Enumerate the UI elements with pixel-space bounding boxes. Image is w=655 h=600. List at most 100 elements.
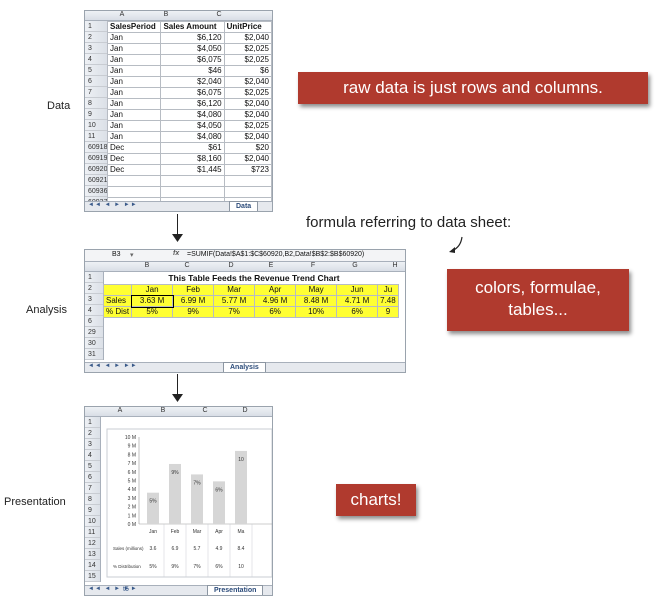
table-cell[interactable]: 7% [213,306,256,318]
table-cell[interactable]: 7.48 [377,295,399,307]
table-cell[interactable]: $4,050 [160,43,225,55]
table-cell[interactable]: $2,025 [223,43,272,55]
table-cell[interactable]: 5% [131,306,174,318]
table-cell[interactable]: Feb [172,284,215,296]
table-cell[interactable]: $8,160 [160,153,225,165]
table-cell[interactable]: Jan [106,98,162,110]
sheet-nav-arrows[interactable]: ◄◄ ◄ ► ►► [88,202,138,208]
sheet-nav-arrows[interactable]: ◄◄ ◄ ► ►► [88,363,138,369]
table-cell[interactable]: $46 [160,65,225,77]
table-cell[interactable]: 9% [172,306,215,318]
table-cell[interactable]: Jan [106,109,162,121]
table-cell[interactable]: Jan [131,284,174,296]
table-row: Dec $1,445 $723 [106,164,272,176]
tab-analysis[interactable]: Analysis [223,362,266,372]
table-cell[interactable]: 8.48 M [295,295,338,307]
y-tick-label: 4 M [128,487,136,493]
column-header-cell[interactable]: UnitPrice [223,21,272,33]
table-cell[interactable]: $2,040 [223,76,272,88]
y-tick-label: 10 M [125,435,136,441]
table-cell[interactable]: $2,040 [160,76,225,88]
table-cell[interactable]: Dec [106,142,162,154]
table-cell-value: 6% [215,564,223,570]
table-cell[interactable]: $6,120 [160,98,225,110]
table-cell[interactable]: 6% [336,306,379,318]
table-cell[interactable]: $4,080 [160,131,225,143]
row-number: 15 [85,571,100,582]
row-label-cell[interactable]: Sales [102,295,133,307]
table-row: Jan $6,075 $2,025 [106,87,272,99]
empty-cell[interactable] [106,175,162,187]
table-cell[interactable]: Dec [106,164,162,176]
row-label-cell[interactable]: % Dist [102,306,133,318]
column-header-cell[interactable]: Sales Amount [160,21,225,33]
table-cell[interactable]: $20 [223,142,272,154]
table-cell[interactable]: Jan [106,120,162,132]
table-cell[interactable]: $2,040 [223,32,272,44]
empty-cell[interactable] [104,318,399,329]
table-cell[interactable]: Jan [106,76,162,88]
table-cell[interactable]: Jan [106,54,162,66]
tab-nav-label[interactable]: t5 [123,586,129,593]
table-cell[interactable]: Jun [336,284,379,296]
table-cell[interactable]: $2,025 [223,54,272,66]
table-cell[interactable]: 5.77 M [213,295,256,307]
empty-cell[interactable] [223,186,272,198]
table-cell[interactable]: Jan [106,131,162,143]
table-cell[interactable]: 10% [295,306,338,318]
revenue-chart[interactable]: 10 M 9 M 8 M 7 M 6 M 5 M 4 M 3 M 2 M 1 M 0 M 5% Jan 9… [105,419,272,581]
table-cell[interactable]: 3.63 M [130,294,174,308]
table-cell[interactable]: 6.99 M [172,295,215,307]
empty-cell[interactable] [106,186,162,198]
empty-cell[interactable] [104,328,399,338]
table-cell[interactable]: $2,025 [223,87,272,99]
empty-cell[interactable] [160,175,225,187]
table-cell[interactable]: Jan [106,32,162,44]
function-icon[interactable]: fx [173,250,180,257]
table-cell[interactable]: $4,080 [160,109,225,121]
table-cell-value: 8.4 [238,546,245,552]
empty-cell[interactable] [104,348,399,358]
table-cell[interactable]: $4,050 [160,120,225,132]
table-cell[interactable]: 4.96 M [254,295,297,307]
table-cell[interactable]: $1,445 [160,164,225,176]
row-number: 13 [85,549,100,560]
table-cell[interactable]: 6% [254,306,297,318]
table-cell[interactable]: Mar [213,284,256,296]
table-cell[interactable]: 9 [377,306,399,318]
table-cell[interactable]: Jan [106,43,162,55]
table-cell[interactable]: $6 [223,65,272,77]
table-cell[interactable]: Jan [106,87,162,99]
sheet-nav-arrows[interactable]: ◄◄ ◄ ► ►► [88,586,138,592]
tab-data[interactable]: Data [229,201,259,211]
row-number: 7 [85,87,107,98]
table-cell[interactable]: Ju [377,284,399,296]
table-cell[interactable]: $2,025 [223,120,272,132]
table-cell[interactable]: May [295,284,338,296]
empty-cell[interactable] [104,338,399,348]
table-cell[interactable]: $2,040 [223,98,272,110]
bar-data-label: 9% [171,470,179,476]
row-label-cell[interactable] [102,284,133,296]
table-cell[interactable]: Dec [106,153,162,165]
table-cell[interactable]: $6,120 [160,32,225,44]
empty-cell[interactable] [223,175,272,187]
table-cell[interactable]: $6,075 [160,54,225,66]
tab-presentation[interactable]: Presentation [207,585,264,595]
table-cell[interactable]: $61 [160,142,225,154]
name-box[interactable]: B3 [112,251,121,258]
column-header-cell[interactable]: SalesPeriod [106,21,162,33]
y-tick-label: 2 M [128,505,136,511]
table-cell[interactable]: 4.71 M [336,295,379,307]
chart-frame [106,428,272,578]
table-cell[interactable]: $2,040 [223,109,272,121]
table-cell[interactable]: $2,040 [223,153,272,165]
table-cell[interactable]: $723 [223,164,272,176]
table-cell[interactable]: Jan [106,65,162,77]
empty-cell[interactable] [160,186,225,198]
name-box-dropdown-icon[interactable]: ▾ [130,252,134,259]
table-cell[interactable]: $2,040 [223,131,272,143]
table-cell[interactable]: $6,075 [160,87,225,99]
formula-text[interactable]: =SUMIF(Data!$A$1:$C$60920,B2,Data!$B$2:$… [187,251,365,258]
table-cell[interactable]: Apr [254,284,297,296]
